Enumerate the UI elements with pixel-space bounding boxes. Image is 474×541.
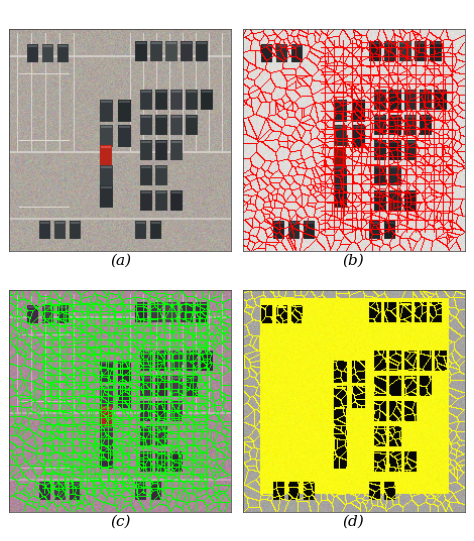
X-axis label: (c): (c) — [110, 514, 131, 529]
X-axis label: (b): (b) — [343, 254, 365, 268]
X-axis label: (a): (a) — [110, 254, 131, 268]
X-axis label: (d): (d) — [343, 514, 365, 529]
